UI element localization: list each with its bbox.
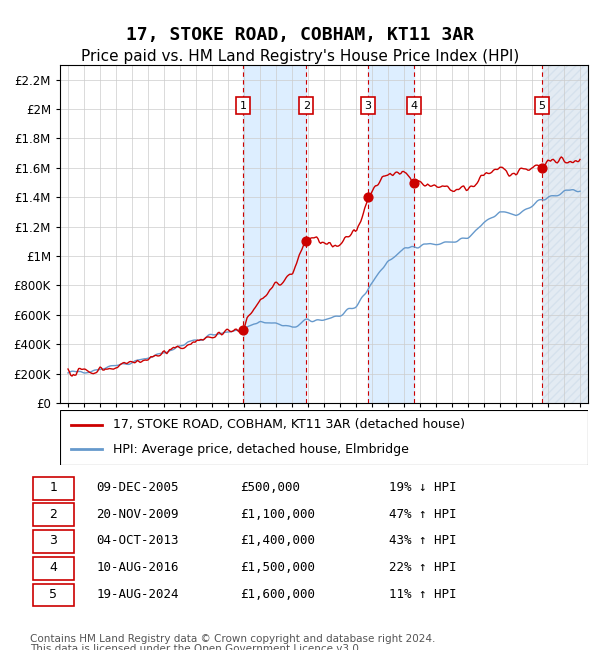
- Text: £1,400,000: £1,400,000: [240, 534, 315, 547]
- Text: 2: 2: [49, 508, 57, 521]
- Text: Price paid vs. HM Land Registry's House Price Index (HPI): Price paid vs. HM Land Registry's House …: [81, 49, 519, 64]
- Text: 19% ↓ HPI: 19% ↓ HPI: [389, 481, 457, 494]
- Text: £1,100,000: £1,100,000: [240, 508, 315, 521]
- Text: 19-AUG-2024: 19-AUG-2024: [96, 588, 179, 601]
- FancyBboxPatch shape: [33, 557, 74, 580]
- Text: 17, STOKE ROAD, COBHAM, KT11 3AR (detached house): 17, STOKE ROAD, COBHAM, KT11 3AR (detach…: [113, 419, 465, 432]
- Text: 2: 2: [302, 101, 310, 111]
- Text: 10-AUG-2016: 10-AUG-2016: [96, 561, 179, 574]
- Point: [364, 192, 373, 202]
- Text: 4: 4: [410, 101, 418, 111]
- Text: 3: 3: [365, 101, 371, 111]
- Point: [238, 324, 248, 335]
- Text: This data is licensed under the Open Government Licence v3.0.: This data is licensed under the Open Gov…: [30, 644, 362, 650]
- Text: 04-OCT-2013: 04-OCT-2013: [96, 534, 179, 547]
- Text: 4: 4: [49, 561, 57, 574]
- FancyBboxPatch shape: [33, 584, 74, 606]
- Point: [409, 177, 419, 188]
- Bar: [542, 65, 588, 403]
- Text: £1,500,000: £1,500,000: [240, 561, 315, 574]
- Text: 20-NOV-2009: 20-NOV-2009: [96, 508, 179, 521]
- Point: [301, 236, 311, 246]
- Text: 11% ↑ HPI: 11% ↑ HPI: [389, 588, 457, 601]
- Text: 47% ↑ HPI: 47% ↑ HPI: [389, 508, 457, 521]
- Text: Contains HM Land Registry data © Crown copyright and database right 2024.: Contains HM Land Registry data © Crown c…: [30, 634, 436, 644]
- Text: 5: 5: [49, 588, 57, 601]
- Text: 5: 5: [539, 101, 545, 111]
- Bar: [368, 65, 414, 403]
- Text: £500,000: £500,000: [240, 481, 300, 494]
- Text: HPI: Average price, detached house, Elmbridge: HPI: Average price, detached house, Elmb…: [113, 443, 409, 456]
- Text: 3: 3: [49, 534, 57, 547]
- FancyBboxPatch shape: [33, 476, 74, 499]
- Text: 09-DEC-2005: 09-DEC-2005: [96, 481, 179, 494]
- Point: [537, 162, 547, 173]
- Text: 22% ↑ HPI: 22% ↑ HPI: [389, 561, 457, 574]
- Text: 1: 1: [49, 481, 57, 494]
- FancyBboxPatch shape: [33, 530, 74, 553]
- Text: 1: 1: [239, 101, 247, 111]
- Text: 43% ↑ HPI: 43% ↑ HPI: [389, 534, 457, 547]
- Text: 17, STOKE ROAD, COBHAM, KT11 3AR: 17, STOKE ROAD, COBHAM, KT11 3AR: [126, 26, 474, 44]
- Bar: [243, 65, 306, 403]
- FancyBboxPatch shape: [33, 503, 74, 526]
- FancyBboxPatch shape: [60, 410, 588, 465]
- Text: £1,600,000: £1,600,000: [240, 588, 315, 601]
